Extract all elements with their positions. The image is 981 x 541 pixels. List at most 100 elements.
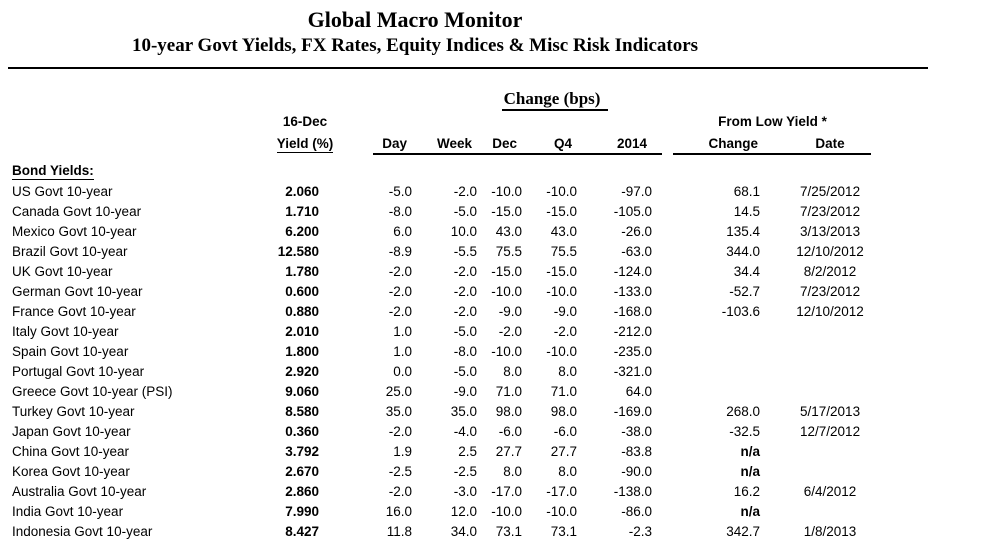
dec-change-value: 8.0: [503, 463, 522, 479]
from-low-date-value: 7/23/2012: [800, 203, 861, 219]
from-low-change-value: n/a: [740, 503, 761, 519]
table-row: Indonesia Govt 10-year 8.427 11.8 34.0 73.1 7…: [0, 521, 981, 541]
year-2014-change-value: -168.0: [613, 303, 653, 319]
day-change-value: 1.0: [393, 343, 412, 359]
week-change-value: -8.0: [453, 343, 477, 359]
row-label: Indonesia Govt 10-year: [12, 523, 153, 539]
row-label: German Govt 10-year: [12, 283, 143, 299]
from-low-change-value: 68.1: [733, 183, 761, 199]
from-low-change-value: -52.7: [729, 283, 761, 299]
q4-change-value: -15.0: [546, 203, 577, 219]
from-low-change-column-header: Change: [708, 136, 759, 151]
year-2014-column-header: 2014: [617, 136, 648, 151]
yield-column-header: Yield (%): [276, 136, 334, 153]
spacer-cell: [890, 321, 981, 341]
report-header: Global Macro Monitor 10-year Govt Yields…: [0, 0, 830, 59]
week-change-value: 34.0: [450, 523, 477, 539]
row-label: Portugal Govt 10-year: [12, 363, 145, 379]
q4-change-value: 8.0: [558, 363, 577, 379]
from-low-date-value: [770, 381, 890, 401]
year-2014-change-value: -169.0: [613, 403, 653, 419]
week-change-value: -5.5: [453, 243, 477, 259]
year-2014-change-value: -235.0: [613, 343, 653, 359]
from-low-date-value: 7/25/2012: [800, 183, 861, 199]
row-label: Spain Govt 10-year: [12, 343, 129, 359]
year-2014-change-value: -90.0: [621, 463, 653, 479]
q4-change-value: 8.0: [558, 463, 577, 479]
from-low-change-value: [655, 381, 770, 401]
yield-value: 12.580: [277, 243, 319, 259]
dec-change-value: -9.0: [498, 303, 522, 319]
year-2014-change-value: -212.0: [613, 323, 653, 339]
year-2014-change-value: -26.0: [621, 223, 653, 239]
dec-change-value: 8.0: [503, 363, 522, 379]
table-row: Turkey Govt 10-year 8.580 35.0 35.0 98.0 98.0…: [0, 401, 981, 421]
from-low-group-underline: [673, 153, 871, 155]
yield-value: 7.990: [285, 503, 319, 519]
row-label: Greece Govt 10-year (PSI): [12, 383, 173, 399]
from-low-change-value: 342.7: [726, 523, 761, 539]
from-low-change-value: 268.0: [726, 403, 761, 419]
from-low-date-value: 12/10/2012: [796, 243, 864, 259]
week-change-value: -2.0: [453, 183, 477, 199]
year-2014-change-value: -138.0: [613, 483, 653, 499]
table-row: Australia Govt 10-year 2.860 -2.0 -3.0 -17.0…: [0, 481, 981, 501]
week-column-header: Week: [436, 136, 472, 151]
table-row: Italy Govt 10-year 2.010 1.0 -5.0 -2.0 -2.0 -2…: [0, 321, 981, 341]
row-label: China Govt 10-year: [12, 443, 130, 459]
page-title: Global Macro Monitor: [307, 7, 523, 32]
week-change-value: 10.0: [450, 223, 477, 239]
dec-change-value: -10.0: [491, 503, 522, 519]
yield-value: 2.010: [285, 323, 319, 339]
dec-change-value: -15.0: [491, 203, 522, 219]
row-label: Italy Govt 10-year: [12, 323, 119, 339]
from-low-yield-group-header: From Low Yield *: [718, 113, 827, 129]
year-2014-change-value: -124.0: [613, 263, 653, 279]
day-change-value: -2.5: [388, 463, 412, 479]
year-2014-change-value: -133.0: [613, 283, 653, 299]
week-change-value: -2.0: [453, 263, 477, 279]
table-row: Japan Govt 10-year 0.360 -2.0 -4.0 -6.0 -6.0 -…: [0, 421, 981, 441]
table-row: US Govt 10-year 2.060 -5.0 -2.0 -10.0 -10.0 -9…: [0, 181, 981, 201]
table-row: Korea Govt 10-year 2.670 -2.5 -2.5 8.0 8.0 -90…: [0, 461, 981, 481]
spacer-cell: [890, 401, 981, 421]
row-label: UK Govt 10-year: [12, 263, 113, 279]
week-change-value: -4.0: [453, 423, 477, 439]
week-change-value: -5.0: [453, 203, 477, 219]
from-low-change-value: 135.4: [726, 223, 761, 239]
q4-change-value: -10.0: [546, 183, 577, 199]
spacer-cell: [890, 181, 981, 201]
from-low-date-value: 8/2/2012: [803, 263, 857, 279]
from-low-date-value: 6/4/2012: [803, 483, 857, 499]
day-change-value: 11.8: [386, 523, 412, 539]
spacer-cell: [890, 481, 981, 501]
q4-change-value: -2.0: [553, 323, 577, 339]
q4-change-value: -17.0: [546, 483, 577, 499]
from-low-change-value: -32.5: [729, 423, 761, 439]
dec-change-value: 75.5: [495, 243, 522, 259]
table-row: Greece Govt 10-year (PSI) 9.060 25.0 -9.0 71…: [0, 381, 981, 401]
dec-change-value: 43.0: [495, 223, 522, 239]
spacer-cell: [890, 421, 981, 441]
day-change-value: 6.0: [393, 223, 412, 239]
row-label: France Govt 10-year: [12, 303, 136, 319]
day-change-value: 25.0: [385, 383, 412, 399]
spacer-cell: [890, 281, 981, 301]
row-label: Japan Govt 10-year: [12, 423, 131, 439]
macro-monitor-table: Change (bps) 16-Dec From Low Yield * Yie…: [0, 87, 981, 541]
dec-change-value: 71.0: [495, 383, 522, 399]
spacer-cell: [0, 131, 270, 155]
yield-value: 0.360: [285, 423, 319, 439]
from-low-change-value: [655, 341, 770, 361]
spacer-cell: [890, 381, 981, 401]
day-change-value: -2.0: [388, 303, 412, 319]
week-change-value: 2.5: [458, 443, 477, 459]
week-change-value: -3.0: [453, 483, 477, 499]
row-label: Brazil Govt 10-year: [12, 243, 128, 259]
from-low-date-value: 5/17/2013: [800, 403, 861, 419]
week-change-value: -5.0: [453, 323, 477, 339]
day-change-value: -8.0: [388, 203, 412, 219]
spacer-cell: [890, 131, 981, 155]
q4-change-value: 27.7: [550, 443, 577, 459]
from-low-date-value: [770, 341, 890, 361]
